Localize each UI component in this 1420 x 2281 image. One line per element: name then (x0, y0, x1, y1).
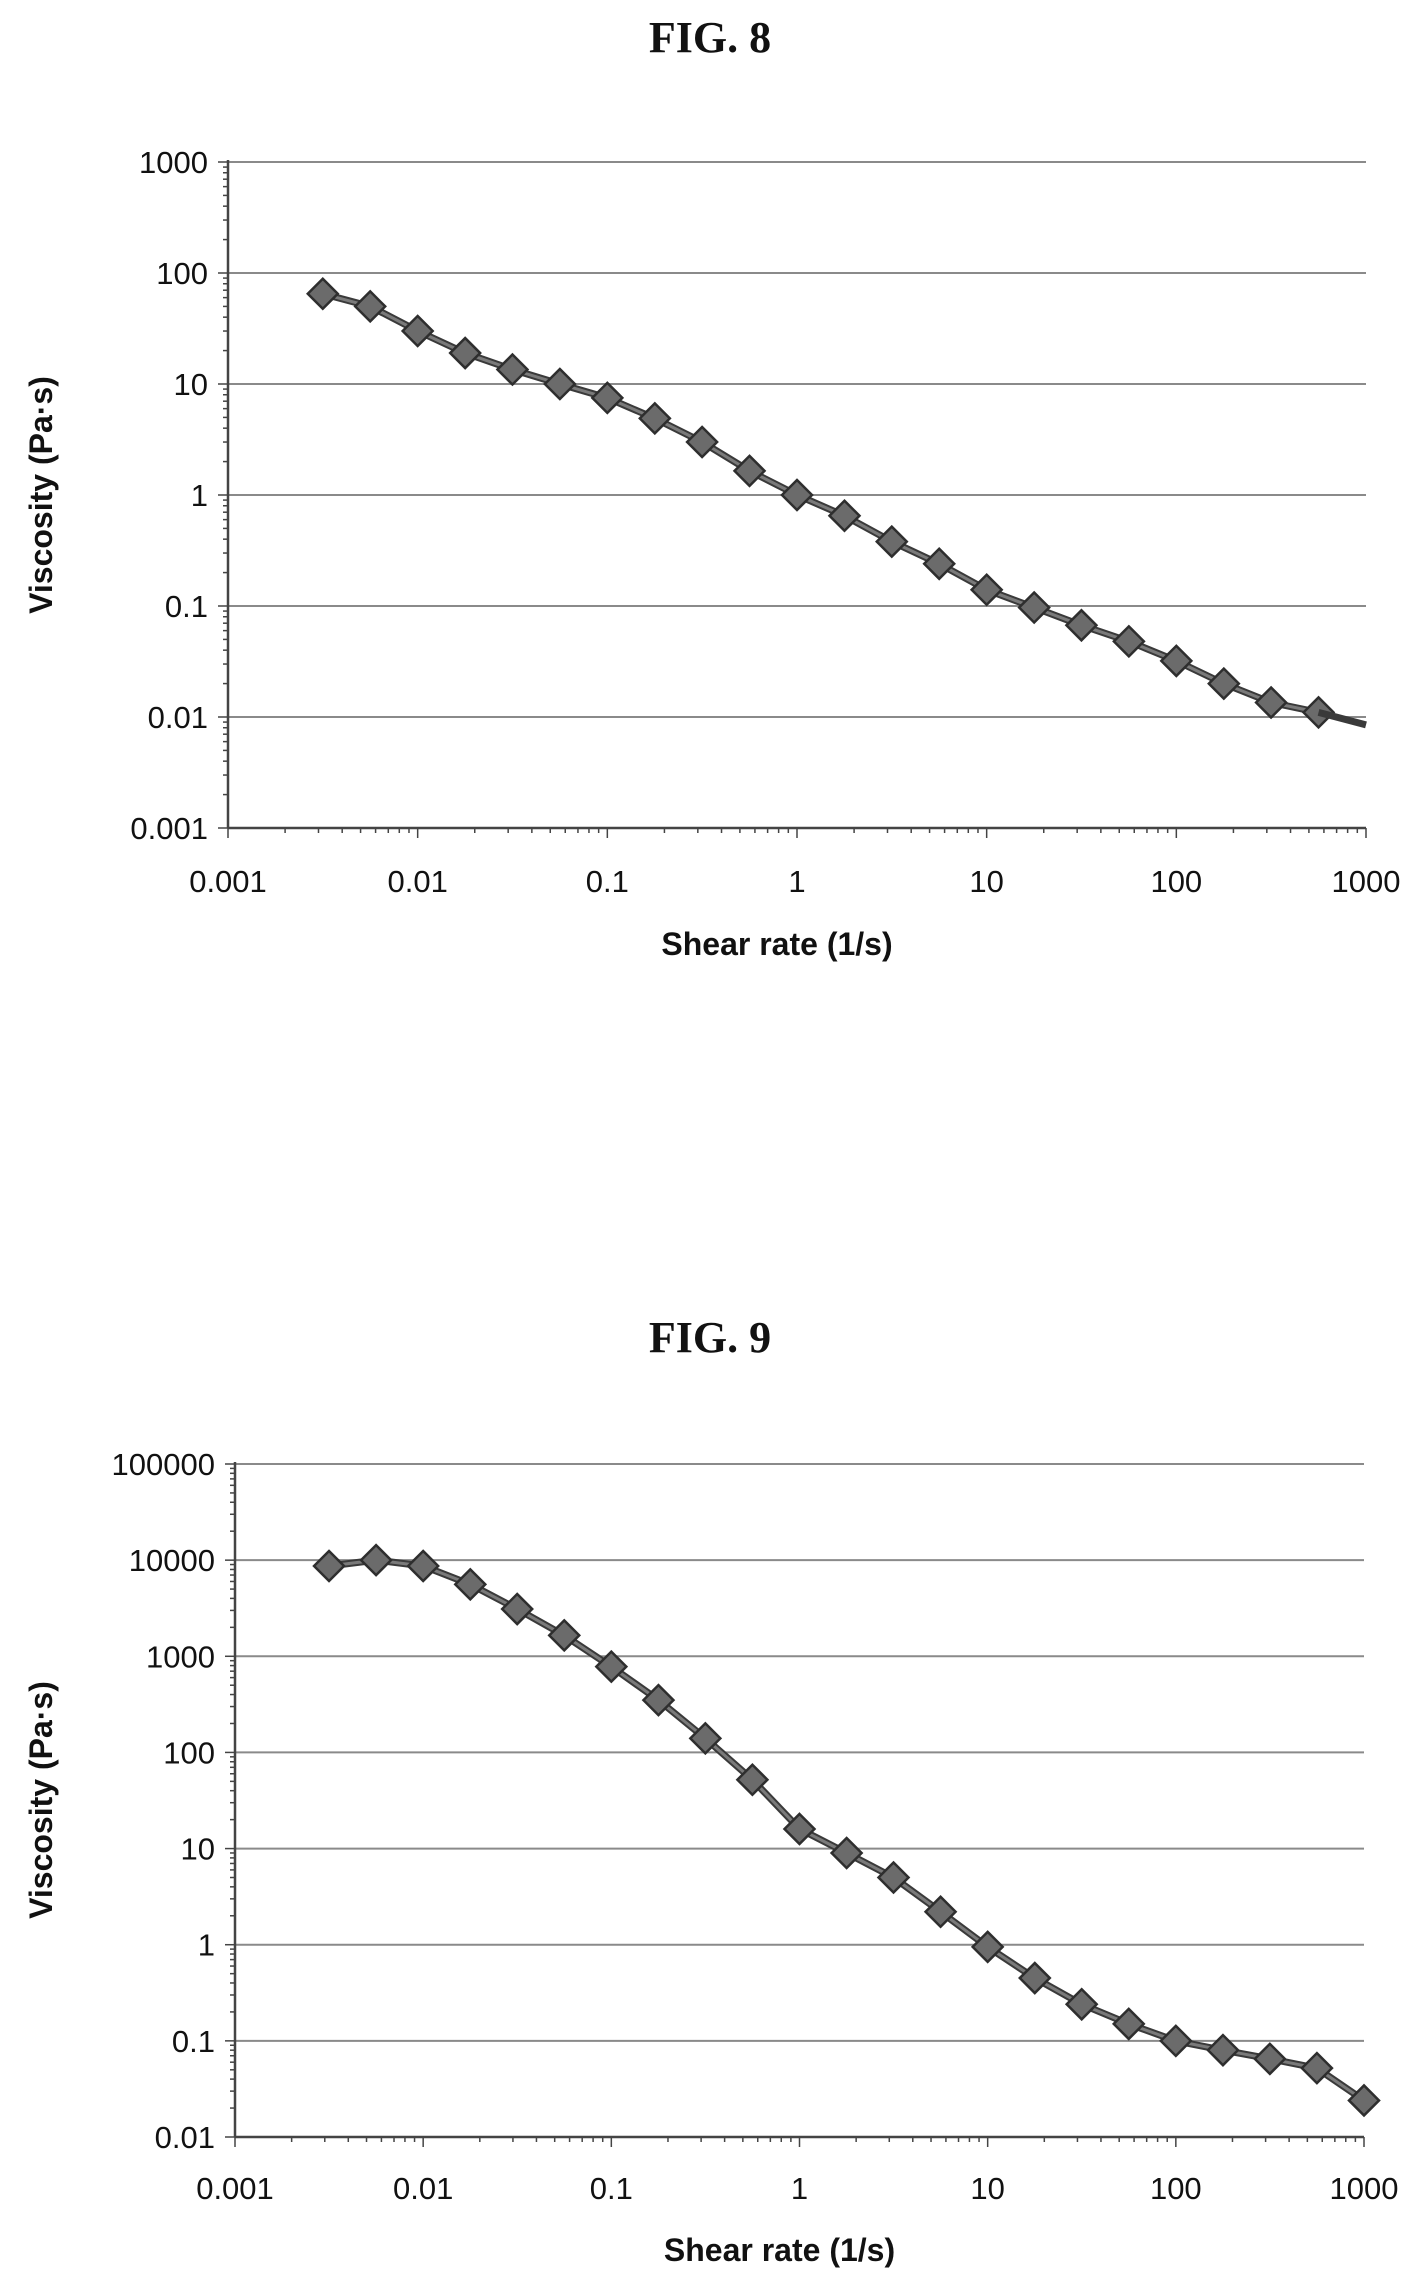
y-tick-label: 10000 (129, 1543, 215, 1578)
x-tick-label: 1 (788, 864, 805, 899)
series-line-highlight (322, 292, 1319, 714)
x-tick-label: 0.001 (196, 2171, 274, 2206)
y-tick-label: 0.1 (165, 589, 208, 624)
data-point-marker (1159, 2024, 1193, 2058)
data-point-marker (543, 367, 577, 401)
data-point-marker (922, 547, 956, 581)
data-point-marker (641, 1683, 676, 1717)
data-point-marker (406, 1549, 440, 1583)
y-tick-label: 0.1 (172, 2024, 215, 2059)
y-tick-label: 1 (198, 1928, 215, 1963)
viscosity-chart-fig-8: 0.001 0.01 0.1 1 10 100 1000 0.001 0.01 0.1 1 10 100… (23, 145, 1401, 962)
data-point-marker (547, 1618, 582, 1653)
y-tick-label: 10 (181, 1832, 215, 1867)
data-point-marker (353, 289, 387, 324)
data-point-marker (1112, 624, 1146, 659)
data-point-marker (1018, 1961, 1052, 1995)
data-point-marker (1064, 1987, 1099, 2022)
data-point-marker (400, 314, 435, 348)
data-point-marker (1206, 2033, 1240, 2067)
data-point-marker (1111, 2007, 1146, 2041)
data-point-marker (1301, 695, 1336, 730)
x-tick-label: 10 (969, 864, 1003, 899)
data-point-marker (1017, 590, 1051, 625)
data-point-marker (306, 276, 340, 311)
series-line-tail (1317, 709, 1367, 729)
x-tick-label: 0.1 (586, 864, 629, 899)
x-tick-label: 100 (1150, 864, 1202, 899)
y-tick-label: 1 (191, 478, 208, 513)
data-point-marker (969, 573, 1004, 607)
y-tick-label: 0.001 (130, 811, 208, 846)
data-point-marker (780, 478, 814, 512)
x-axis-title: Shear rate (1/s) (664, 2232, 895, 2268)
data-point-marker (594, 1649, 629, 1684)
data-point-marker (923, 1895, 958, 1929)
data-point-marker (827, 498, 862, 533)
data-point-marker (638, 401, 672, 436)
data-point-marker (876, 1860, 911, 1895)
y-tick-label: 0.01 (148, 700, 208, 735)
y-axis-title: Viscosity (Pa·s) (23, 376, 59, 614)
figure-8-title: FIG. 8 (648, 13, 772, 62)
data-point-marker (782, 1812, 817, 1846)
data-point-marker (688, 1721, 723, 1756)
data-point-marker (1300, 2051, 1334, 2085)
data-point-marker (453, 1567, 488, 1602)
series-line-highlight (328, 1558, 1365, 2102)
y-tick-label: 0.01 (155, 2120, 215, 2155)
x-tick-label: 10 (970, 2171, 1004, 2206)
y-tick-label: 100 (163, 1735, 215, 1770)
data-point-marker (495, 352, 530, 387)
x-tick-label: 0.001 (189, 864, 267, 899)
data-point-marker (1254, 685, 1288, 720)
y-tick-label: 100 (156, 256, 208, 291)
data-point-marker (829, 1836, 864, 1870)
data-point-marker (1347, 2083, 1381, 2118)
x-tick-label: 0.1 (590, 2171, 633, 2206)
x-tick-label: 1000 (1332, 864, 1401, 899)
figure-9-title: FIG. 9 (648, 1313, 772, 1362)
data-point-marker (970, 1930, 1005, 1964)
data-point-marker (875, 524, 909, 559)
data-point-marker (500, 1592, 534, 1626)
data-point-marker (312, 1549, 346, 1583)
series-line (328, 1556, 1366, 2104)
y-tick-label: 10 (174, 367, 208, 402)
x-axis-title: Shear rate (1/s) (661, 926, 892, 962)
data-point-marker (448, 336, 482, 370)
data-point-marker (1064, 608, 1099, 643)
data-point-marker (685, 425, 719, 459)
data-point-marker (1253, 2042, 1287, 2076)
x-tick-label: 0.01 (387, 864, 447, 899)
x-tick-label: 1 (791, 2171, 808, 2206)
y-tick-label: 1000 (146, 1639, 215, 1674)
viscosity-chart-fig-9: 0.01 0.1 1 10 100 1000 10000 100000 0.001 0.01 0.1… (23, 1447, 1399, 2268)
y-tick-label: 100000 (112, 1447, 215, 1482)
y-tick-label: 1000 (139, 145, 208, 180)
data-point-marker (359, 1543, 393, 1577)
data-point-marker (1159, 644, 1194, 678)
y-axis-title: Viscosity (Pa·s) (23, 1681, 59, 1919)
x-tick-label: 0.01 (393, 2171, 453, 2206)
data-point-marker (1207, 666, 1241, 701)
data-point-marker (590, 381, 625, 415)
x-tick-label: 100 (1150, 2171, 1202, 2206)
x-tick-label: 1000 (1330, 2171, 1399, 2206)
data-point-marker (732, 454, 767, 488)
data-point-marker (735, 1762, 770, 1797)
